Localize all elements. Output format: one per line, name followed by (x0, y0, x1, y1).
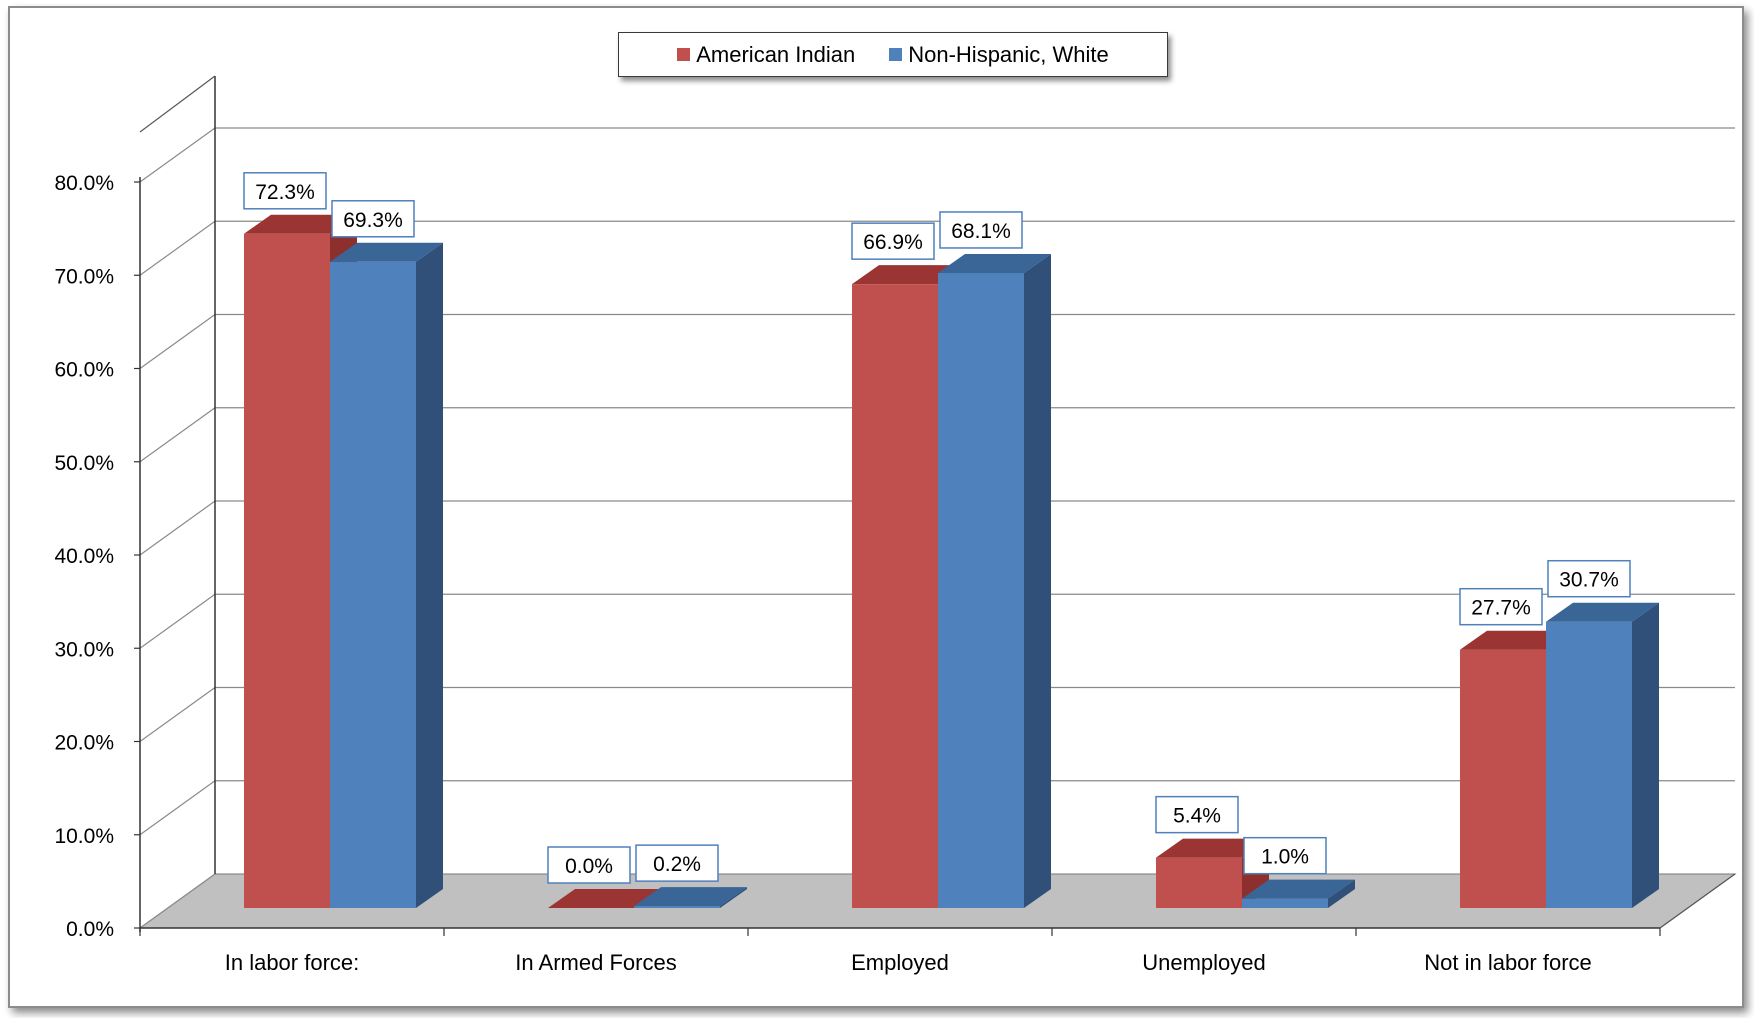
x-tick-label: Employed (851, 950, 949, 975)
side-gridline (139, 127, 216, 183)
side-gridline (139, 407, 216, 463)
floor-right-edge (1659, 873, 1736, 929)
data-label-box (939, 211, 1023, 249)
bar-non-hispanic-white (938, 272, 1024, 908)
bar-side-face (1328, 879, 1355, 908)
x-tick-label: Unemployed (1142, 950, 1266, 975)
y-tick-label: 70.0% (54, 265, 114, 288)
y-tick-label: 60.0% (54, 359, 114, 382)
bar-side-face (416, 242, 443, 909)
bar-top-face (244, 214, 357, 234)
bar-american-indian (1460, 649, 1546, 908)
side-gridline (139, 593, 216, 649)
data-label-box (331, 200, 415, 238)
bar-non-hispanic-white (634, 906, 720, 908)
legend-item-american-indian: American Indian (677, 42, 855, 68)
data-label: 66.9% (863, 231, 923, 254)
legend-swatch-american-indian (677, 48, 691, 61)
y-tick-label: 20.0% (54, 732, 114, 755)
y-tick-label: 30.0% (54, 638, 114, 661)
bar-non-hispanic-white (1242, 898, 1328, 908)
data-label: 0.2% (653, 853, 701, 876)
bar-top-face (548, 889, 661, 908)
bar-top-face (938, 253, 1051, 273)
bar-top-face (1460, 630, 1573, 650)
y-tick-label: 0.0% (66, 918, 114, 941)
chart-canvas: 0.0% 10.0% 20.0% 30.0% 40.0% 50.0% 60.0% 70.0% 8… (54, 75, 1737, 975)
data-label: 69.3% (343, 209, 403, 232)
bar-american-indian (1156, 857, 1242, 908)
data-label: 0.0% (565, 855, 613, 878)
data-label: 5.4% (1173, 805, 1221, 828)
legend-swatch-non-hispanic-white (889, 48, 903, 61)
bar-top-face (634, 887, 747, 907)
bar-side-face (1024, 253, 1051, 908)
data-label: 72.3% (255, 181, 315, 204)
legend-label-non-hispanic-white: Non-Hispanic, White (908, 41, 1109, 67)
bar-top-face (1156, 838, 1269, 858)
data-label: 27.7% (1471, 597, 1531, 620)
chart-frame: 0.0% 10.0% 20.0% 30.0% 40.0% 50.0% 60.0% 70.0% 8… (8, 6, 1744, 1008)
x-tick-label: Not in labor force (1424, 950, 1592, 975)
data-label-box (547, 846, 631, 884)
data-label-box (1243, 836, 1327, 875)
side-gridline (139, 873, 216, 929)
data-label: 30.7% (1559, 569, 1619, 592)
x-tick-label: In Armed Forces (515, 950, 676, 975)
bar-side-face (1632, 602, 1659, 908)
x-tick-label: In labor force: (225, 950, 360, 975)
side-wall-top (139, 75, 216, 133)
bar-top-face (1546, 602, 1659, 622)
bar-non-hispanic-white (1546, 621, 1632, 908)
side-gridline (139, 500, 216, 556)
data-label: 1.0% (1261, 846, 1309, 869)
data-label-box (243, 172, 327, 210)
bar-side-face (720, 887, 747, 908)
legend-label-american-indian: American Indian (696, 41, 856, 67)
bar-top-face (330, 242, 443, 262)
bar-non-hispanic-white (330, 261, 416, 909)
data-label: 68.1% (951, 220, 1011, 243)
data-label-box (1547, 559, 1631, 598)
data-label-box (635, 844, 719, 882)
legend-item-non-hispanic-white: Non-Hispanic, White (889, 42, 1109, 68)
bar-top-face (1242, 879, 1355, 899)
data-label-box (1459, 587, 1543, 626)
bar-american-indian (852, 284, 938, 909)
bar-top-face (852, 265, 965, 285)
side-gridline (139, 780, 216, 836)
side-gridline (139, 220, 216, 276)
data-label-box (851, 222, 935, 260)
y-tick-label: 10.0% (54, 825, 114, 848)
side-gridline (139, 687, 216, 742)
side-gridline (139, 314, 216, 369)
y-tick-label: 40.0% (54, 545, 114, 568)
bar-american-indian (244, 233, 330, 909)
data-label-box (1155, 795, 1239, 834)
legend: American Indian Non-Hispanic, White (618, 32, 1168, 77)
y-tick-label: 80.0% (54, 172, 114, 195)
y-tick-label: 50.0% (54, 452, 114, 475)
